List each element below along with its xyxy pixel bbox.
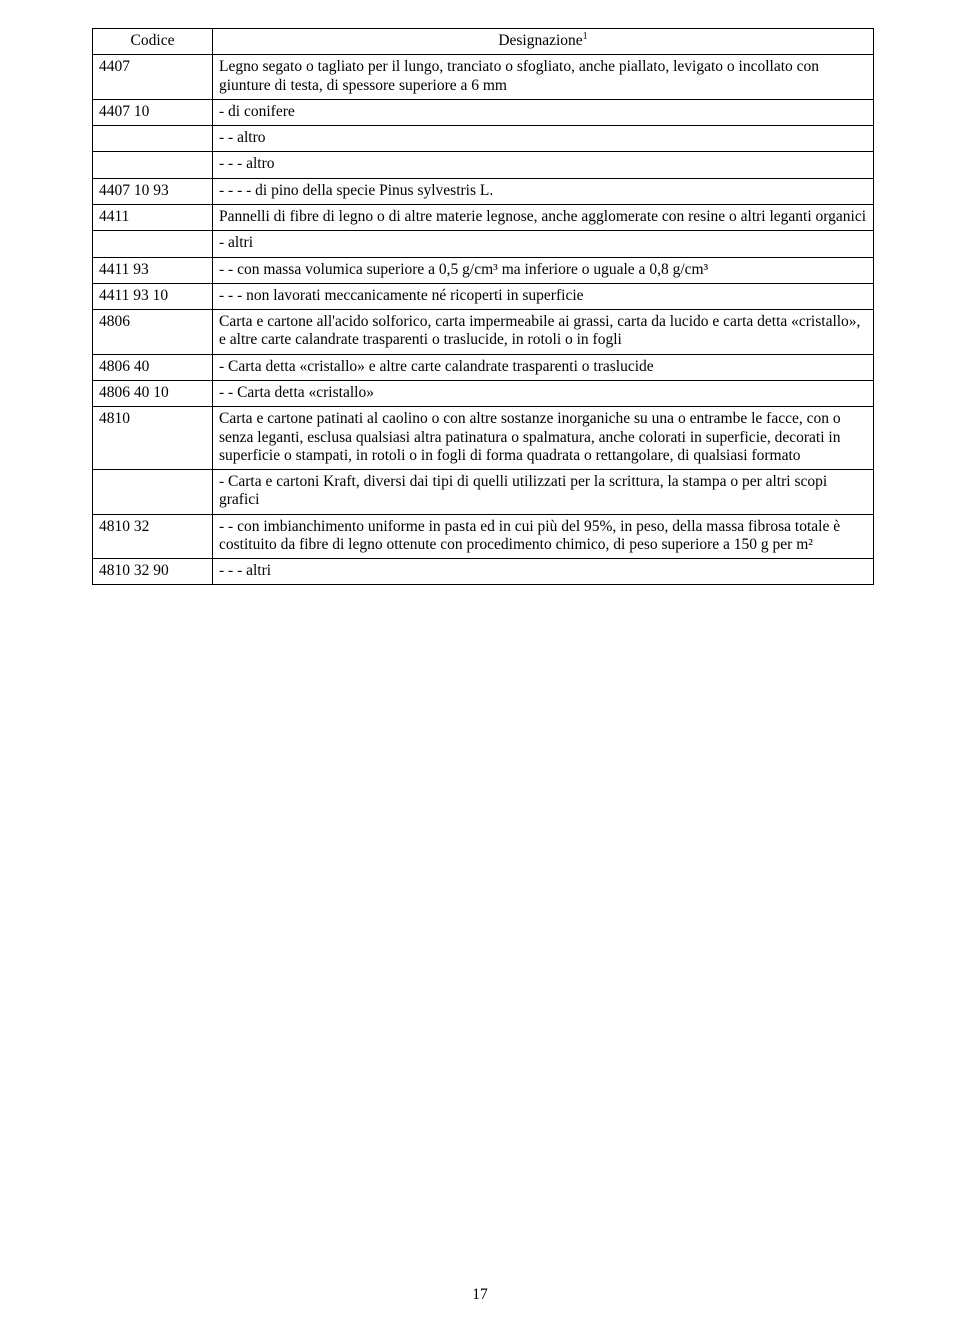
cell-code: 4407 10: [93, 99, 213, 125]
header-code: Codice: [93, 29, 213, 55]
table-row: 4411 Pannelli di fibre di legno o di alt…: [93, 204, 874, 230]
tariff-table: Codice Designazione1 4407 Legno segato o…: [92, 28, 874, 585]
cell-desc: - - - altro: [213, 152, 874, 178]
cell-code: [93, 126, 213, 152]
cell-code: 4810 32 90: [93, 559, 213, 585]
cell-code: [93, 470, 213, 515]
table-row: 4810 32 - - con imbianchimento uniforme …: [93, 514, 874, 559]
table-row: 4407 10 - di conifere: [93, 99, 874, 125]
cell-desc: - - - non lavorati meccanicamente né ric…: [213, 283, 874, 309]
cell-code: 4411 93 10: [93, 283, 213, 309]
table-row: 4806 Carta e cartone all'acido solforico…: [93, 310, 874, 355]
cell-code: 4806 40 10: [93, 380, 213, 406]
header-code-text: Codice: [131, 32, 175, 49]
header-designation-text: Designazione: [498, 32, 582, 49]
header-designation-sup: 1: [583, 31, 588, 42]
cell-desc: - Carta e cartoni Kraft, diversi dai tip…: [213, 470, 874, 515]
cell-desc: - di conifere: [213, 99, 874, 125]
cell-desc: - - Carta detta «cristallo»: [213, 380, 874, 406]
table-row: 4810 32 90 - - - altri: [93, 559, 874, 585]
table-row: 4411 93 - - con massa volumica superiore…: [93, 257, 874, 283]
cell-code: 4806 40: [93, 354, 213, 380]
cell-desc: - Carta detta «cristallo» e altre carte …: [213, 354, 874, 380]
cell-desc: - - con imbianchimento uniforme in pasta…: [213, 514, 874, 559]
cell-desc: - - con massa volumica superiore a 0,5 g…: [213, 257, 874, 283]
cell-desc: - altri: [213, 231, 874, 257]
table-row: - - - altro: [93, 152, 874, 178]
cell-desc: - - altro: [213, 126, 874, 152]
table-row: 4806 40 10 - - Carta detta «cristallo»: [93, 380, 874, 406]
header-designation: Designazione1: [213, 29, 874, 55]
document-page: Codice Designazione1 4407 Legno segato o…: [0, 0, 960, 1336]
table-row: 4411 93 10 - - - non lavorati meccanicam…: [93, 283, 874, 309]
cell-desc: Legno segato o tagliato per il lungo, tr…: [213, 55, 874, 100]
table-row: 4806 40 - Carta detta «cristallo» e altr…: [93, 354, 874, 380]
table-row: 4407 10 93 - - - - di pino della specie …: [93, 178, 874, 204]
table-row: - altri: [93, 231, 874, 257]
cell-desc: - - - altri: [213, 559, 874, 585]
cell-desc: - - - - di pino della specie Pinus sylve…: [213, 178, 874, 204]
cell-code: 4810: [93, 407, 213, 470]
cell-desc: Carta e cartone all'acido solforico, car…: [213, 310, 874, 355]
cell-code: 4411 93: [93, 257, 213, 283]
table-row: - Carta e cartoni Kraft, diversi dai tip…: [93, 470, 874, 515]
table-row: 4810 Carta e cartone patinati al caolino…: [93, 407, 874, 470]
cell-code: 4407: [93, 55, 213, 100]
table-header-row: Codice Designazione1: [93, 29, 874, 55]
cell-code: 4407 10 93: [93, 178, 213, 204]
cell-code: [93, 231, 213, 257]
cell-code: 4411: [93, 204, 213, 230]
table-row: 4407 Legno segato o tagliato per il lung…: [93, 55, 874, 100]
cell-code: 4806: [93, 310, 213, 355]
table-row: - - altro: [93, 126, 874, 152]
cell-code: [93, 152, 213, 178]
cell-code: 4810 32: [93, 514, 213, 559]
page-number: 17: [0, 1286, 960, 1304]
cell-desc: Carta e cartone patinati al caolino o co…: [213, 407, 874, 470]
cell-desc: Pannelli di fibre di legno o di altre ma…: [213, 204, 874, 230]
